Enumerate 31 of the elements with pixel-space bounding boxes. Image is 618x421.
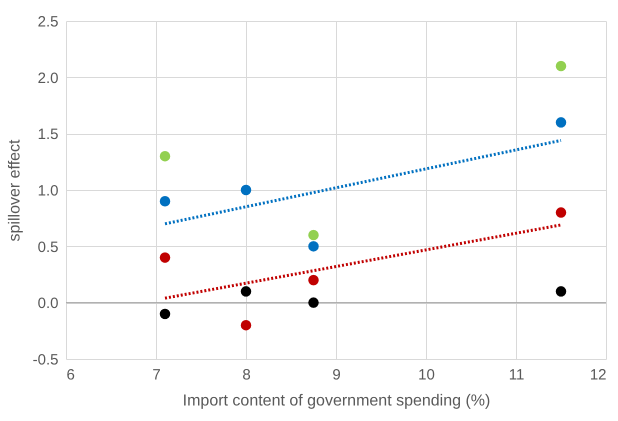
point <box>308 230 319 240</box>
x-tick-label: 10 <box>418 366 435 384</box>
y-tick-label: 0.5 <box>38 238 58 256</box>
point <box>240 184 252 196</box>
y-tick-label: 1.5 <box>38 126 58 144</box>
point <box>308 241 319 252</box>
x-tick-label: 7 <box>152 366 161 384</box>
x-tick-label: 11 <box>508 366 524 384</box>
point <box>308 274 319 286</box>
x-tick-label: 9 <box>332 366 341 384</box>
y-tick-label: 0.0 <box>38 295 58 312</box>
point <box>240 286 252 297</box>
point <box>556 60 566 72</box>
point <box>556 117 566 128</box>
point <box>160 150 170 162</box>
point <box>240 320 252 330</box>
x-tick-label: 8 <box>242 366 251 384</box>
y-tick-label: 1.0 <box>38 182 58 200</box>
point <box>160 252 170 263</box>
point <box>556 207 566 218</box>
point <box>160 308 170 320</box>
x-tick-label: 12 <box>590 366 606 384</box>
point <box>556 286 566 297</box>
x-axis-title: Import content of government spending (%) <box>182 392 490 410</box>
y-tick-label: 2.0 <box>38 70 58 87</box>
point <box>160 196 170 206</box>
x-tick-label: 6 <box>66 366 75 384</box>
y-axis-title: spillover effect <box>6 138 24 242</box>
y-tick-label: -0.5 <box>32 352 58 368</box>
point <box>308 297 319 308</box>
y-tick-label: 2.5 <box>38 14 58 30</box>
